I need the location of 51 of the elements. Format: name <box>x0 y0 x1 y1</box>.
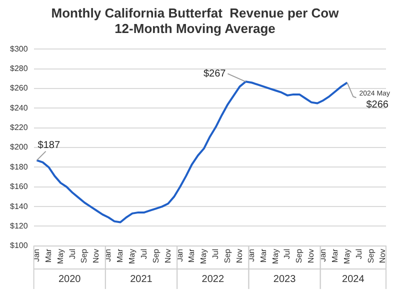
data-label: $266 <box>366 99 389 110</box>
x-tick-label: Mar <box>258 248 268 263</box>
y-tick-label: $200 <box>10 142 28 152</box>
x-tick-label: Jul <box>139 248 148 260</box>
y-tick-label: $140 <box>10 202 28 211</box>
x-tick-label: Jan <box>246 248 256 262</box>
x-tick-label: Jul <box>354 248 364 260</box>
x-tick-label: Jul <box>282 248 292 260</box>
x-tick-label: Nov <box>163 248 172 264</box>
text: 2022 <box>202 274 224 285</box>
x-tick-label: Jan <box>104 248 113 262</box>
data-label: $187 <box>38 140 60 152</box>
x-tick-label: Jul <box>211 248 220 260</box>
y-tick-label: $120 <box>10 221 28 230</box>
x-tick-label: Sep <box>366 248 376 264</box>
x-tick-label: Mar <box>330 248 340 263</box>
x-tick-label: Sep <box>80 248 89 264</box>
x-tick-label: Jul <box>68 248 77 260</box>
x-tick-label: May <box>270 248 280 264</box>
y-tick-label: $260 <box>10 84 28 93</box>
text: 2024 <box>342 274 365 285</box>
x-tick-label: Jan <box>175 248 184 262</box>
chart-title: Monthly California Butterfat Revenue per Cow <box>51 5 340 20</box>
x-tick-label: May <box>199 248 208 264</box>
x-tick-label: Sep <box>294 248 304 264</box>
text: 2023 <box>273 274 296 285</box>
x-tick-label: Jan <box>32 248 41 262</box>
x-tick-label: Nov <box>92 248 101 264</box>
x-tick-label: Mar <box>116 248 125 263</box>
x-tick-label: May <box>56 248 65 264</box>
x-tick-label: Sep <box>151 248 160 264</box>
x-tick-label: Jan <box>318 248 328 262</box>
text: 2021 <box>130 274 153 285</box>
text: 2020 <box>58 274 82 285</box>
y-tick-label: $280 <box>10 64 28 74</box>
x-tick-label: Mar <box>187 248 196 263</box>
y-tick-label: $300 <box>10 44 28 54</box>
y-tick-label: $220 <box>10 123 28 132</box>
y-tick-label: $240 <box>10 103 28 112</box>
y-tick-label: $180 <box>10 162 28 172</box>
x-tick-label: Nov <box>378 248 388 264</box>
chart-subtitle: 12-Month Moving Average <box>114 20 276 36</box>
x-tick-label: May <box>342 248 352 264</box>
x-tick-label: Nov <box>306 248 316 264</box>
x-tick-label: Nov <box>234 248 244 264</box>
x-tick-label: Sep <box>223 248 232 264</box>
x-tick-label: Mar <box>44 248 53 263</box>
y-tick-label: $160 <box>10 182 28 192</box>
data-label: $267 <box>203 68 226 80</box>
y-tick-label: $100 <box>10 241 28 250</box>
x-tick-label: May <box>127 248 136 264</box>
